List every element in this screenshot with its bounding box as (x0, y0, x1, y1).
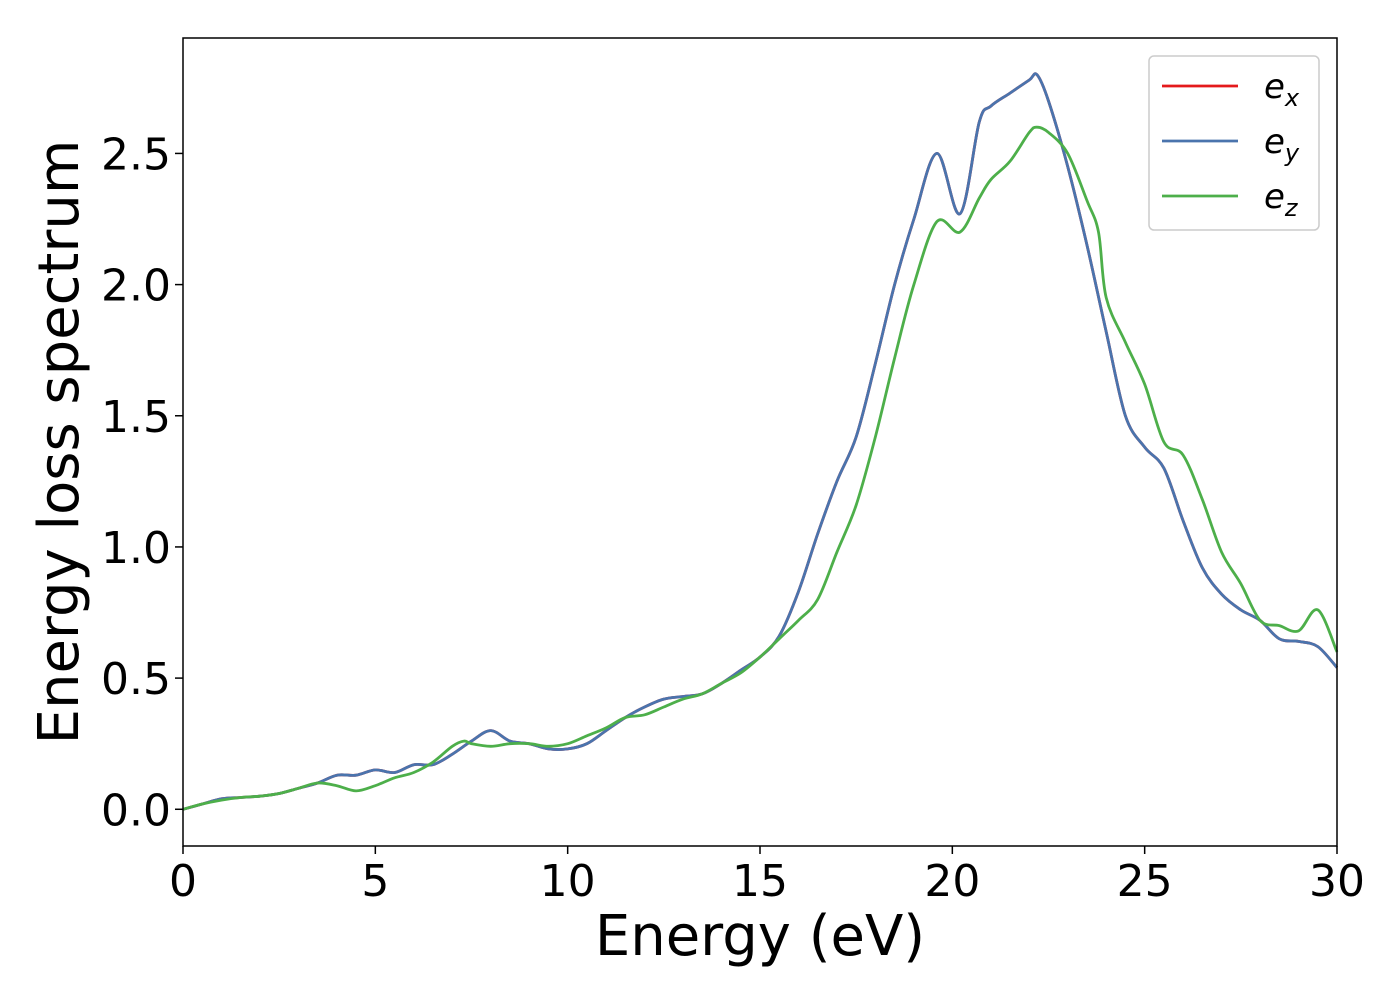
x-tick-label: 15 (732, 856, 788, 907)
x-tick-label: 20 (924, 856, 980, 907)
x-tick-label: 0 (169, 856, 197, 907)
x-axis-label: Energy (eV) (595, 904, 925, 969)
y-axis: 0.0 0.5 1.0 1.5 2.0 2.5 (101, 129, 183, 836)
series-line-y (182, 72, 1339, 811)
y-tick-label: 1.5 (101, 392, 171, 443)
legend-label-y: ey (1264, 122, 1300, 167)
plot-background (183, 38, 1337, 846)
x-tick-label: 5 (361, 856, 389, 907)
series-line-z (182, 125, 1339, 811)
y-tick-label: 1.0 (101, 523, 171, 574)
y-axis-label: Energy loss spectrum (27, 140, 92, 745)
legend: ex ey ez (1148, 55, 1320, 231)
legend-box (1148, 55, 1320, 231)
x-axis: 0 5 10 15 20 25 30 (169, 846, 1365, 907)
x-tick-label: 25 (1117, 856, 1173, 907)
legend-label-z: ez (1264, 177, 1299, 222)
legend-label-x: ex (1264, 67, 1300, 112)
x-tick-label: 30 (1309, 856, 1365, 907)
y-tick-label: 2.0 (101, 261, 171, 312)
x-tick-label: 10 (540, 856, 596, 907)
series-layer (182, 72, 1339, 811)
y-tick-label: 0.0 (101, 785, 171, 836)
y-tick-label: 2.5 (101, 129, 171, 180)
y-tick-label: 0.5 (101, 654, 171, 705)
